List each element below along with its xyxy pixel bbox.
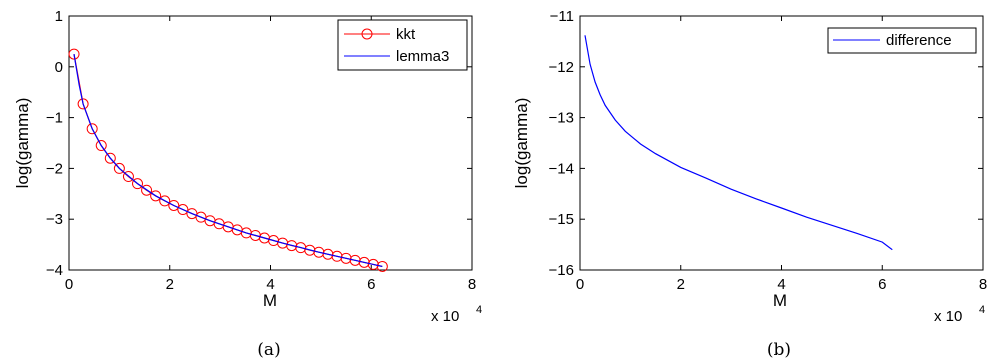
x-tick-label-b-4: 8 bbox=[979, 276, 987, 293]
y-tick-label-b-4: −15 bbox=[549, 211, 574, 228]
series-marker-kkt-7 bbox=[132, 178, 144, 190]
x-multiplier-a: x 10 bbox=[431, 308, 459, 325]
y-ticks-b: −11 −12 −13 −14 −15 −16 bbox=[549, 8, 983, 279]
x-multiplier-exp-a: 4 bbox=[476, 304, 482, 316]
x-tick-label-a-1: 2 bbox=[166, 276, 174, 293]
x-multiplier-exp-b: 4 bbox=[979, 304, 985, 316]
legend-label-difference: difference bbox=[886, 32, 952, 49]
x-tick-label-b-2: 4 bbox=[777, 276, 785, 293]
series-marker-kkt-5 bbox=[113, 162, 125, 174]
x-tick-label-a-4: 8 bbox=[468, 276, 476, 293]
series-marker-kkt-2 bbox=[86, 123, 98, 135]
legend-a: kkt lemma3 bbox=[337, 19, 468, 71]
series-group-a bbox=[68, 48, 388, 272]
y-tick-label-a-2: −1 bbox=[46, 110, 63, 127]
y-tick-label-a-5: −4 bbox=[46, 262, 63, 279]
panel-b: 0 2 4 6 8 −11 −12 −13 −14 −15 −16 difference M lo… bbox=[512, 8, 987, 360]
x-multiplier-b: x 10 bbox=[934, 308, 962, 325]
y-tick-label-b-2: −13 bbox=[549, 110, 574, 127]
x-ticks-a: 0 2 4 6 8 bbox=[65, 16, 476, 293]
x-tick-label-a-0: 0 bbox=[65, 276, 73, 293]
x-axis-label-b: M bbox=[773, 291, 787, 310]
series-line-difference bbox=[584, 35, 893, 251]
caption-a: (a) bbox=[257, 340, 280, 360]
x-tick-label-b-3: 6 bbox=[878, 276, 886, 293]
series-marker-kkt-34 bbox=[376, 260, 388, 272]
series-marker-kkt-3 bbox=[95, 140, 107, 152]
series-marker-kkt-9 bbox=[150, 190, 162, 202]
series-marker-kkt-12 bbox=[177, 204, 189, 216]
series-marker-kkt-4 bbox=[104, 152, 116, 164]
y-tick-label-a-4: −3 bbox=[46, 211, 63, 228]
y-tick-label-b-3: −14 bbox=[549, 160, 574, 177]
series-marker-kkt-8 bbox=[141, 184, 153, 196]
y-tick-label-b-1: −12 bbox=[549, 59, 574, 76]
legend-label-kkt: kkt bbox=[396, 26, 416, 43]
series-marker-kkt-10 bbox=[159, 195, 171, 207]
x-tick-label-a-3: 6 bbox=[367, 276, 375, 293]
series-marker-kkt-0 bbox=[68, 48, 80, 60]
series-marker-kkt-6 bbox=[122, 171, 134, 183]
y-tick-label-b-5: −16 bbox=[549, 262, 574, 279]
x-tick-label-b-1: 2 bbox=[677, 276, 685, 293]
series-marker-kkt-11 bbox=[168, 199, 180, 211]
y-axis-label-a: log(gamma) bbox=[13, 98, 32, 189]
legend-b: difference bbox=[827, 27, 977, 54]
y-axis-label-b: log(gamma) bbox=[512, 98, 531, 189]
legend-label-lemma3: lemma3 bbox=[396, 48, 449, 65]
y-tick-label-a-1: 0 bbox=[55, 59, 63, 76]
y-ticks-a: 1 0 −1 −2 −3 −4 bbox=[46, 8, 472, 279]
series-group-b bbox=[584, 35, 893, 251]
y-tick-label-a-0: 1 bbox=[55, 8, 63, 25]
plot-area-b bbox=[579, 15, 984, 271]
x-axis-label-a: M bbox=[263, 291, 277, 310]
series-line-lemma3 bbox=[73, 54, 383, 267]
legend-box-a bbox=[337, 19, 468, 71]
y-tick-label-b-0: −11 bbox=[550, 8, 574, 25]
caption-b: (b) bbox=[767, 340, 791, 360]
y-tick-label-a-3: −2 bbox=[46, 160, 63, 177]
x-tick-label-a-2: 4 bbox=[266, 276, 274, 293]
x-tick-label-b-0: 0 bbox=[576, 276, 584, 293]
legend-marker-kkt bbox=[361, 28, 373, 40]
series-marker-kkt-1 bbox=[77, 98, 89, 110]
x-ticks-b: 0 2 4 6 8 bbox=[576, 16, 987, 293]
